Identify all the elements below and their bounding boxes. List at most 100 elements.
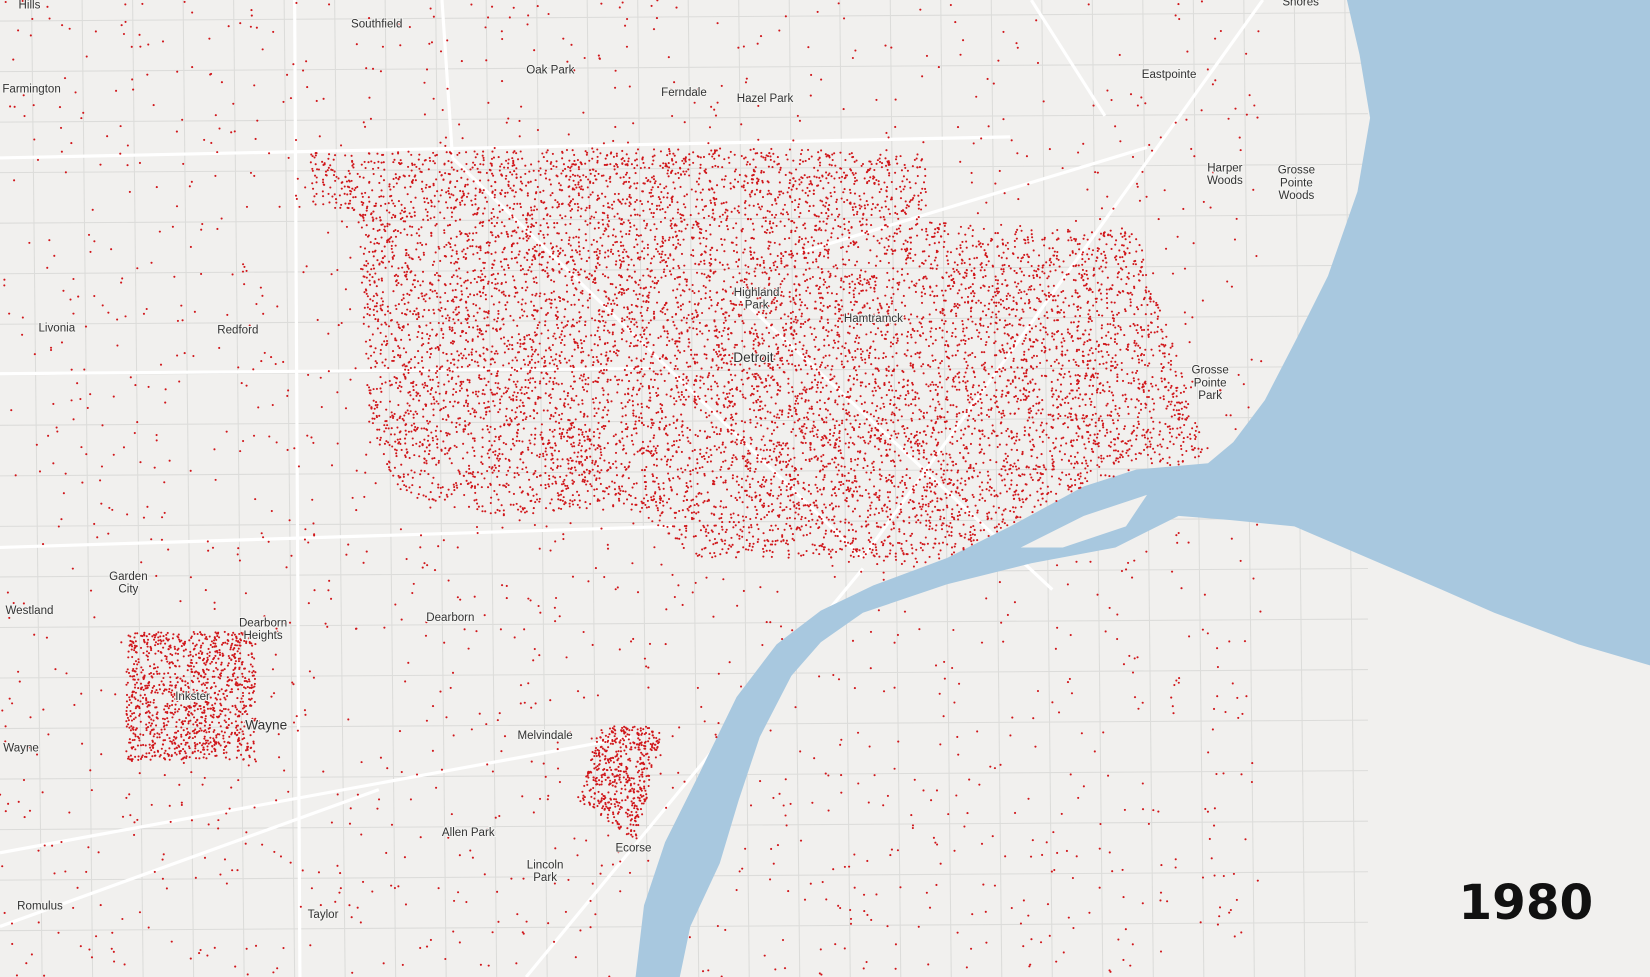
dot [726, 224, 729, 228]
dot [1152, 408, 1155, 411]
dot [1137, 378, 1140, 381]
dot [560, 382, 563, 385]
dot [993, 354, 996, 357]
dot [596, 248, 599, 251]
dot [652, 370, 655, 373]
dot [936, 417, 939, 420]
dot [1062, 376, 1065, 379]
dot [628, 221, 632, 225]
dot [436, 446, 439, 449]
dot [816, 429, 819, 432]
dot [635, 482, 638, 485]
dot [794, 348, 797, 351]
dot [716, 403, 719, 406]
dot [399, 488, 402, 491]
dot [546, 149, 549, 152]
dot [949, 521, 952, 525]
dot [627, 157, 630, 160]
dot [575, 394, 578, 398]
dot [707, 374, 710, 377]
minor-road [0, 12, 1368, 22]
dot [880, 334, 884, 337]
dot [804, 227, 807, 230]
dot [1000, 474, 1003, 477]
dot [1140, 304, 1143, 307]
dot [1089, 378, 1092, 382]
dot [443, 217, 446, 220]
dot [894, 308, 897, 311]
dot [950, 490, 953, 493]
dot [652, 255, 656, 258]
dot [1018, 318, 1021, 321]
dot [405, 489, 408, 492]
dot [573, 202, 577, 206]
dot [1015, 449, 1019, 452]
dot [1007, 306, 1010, 309]
dot [545, 222, 549, 225]
dot [677, 171, 680, 174]
dot [802, 344, 805, 347]
dot [893, 430, 896, 433]
dot [772, 261, 775, 264]
dot [499, 435, 502, 438]
dot [926, 542, 929, 545]
dot [827, 215, 830, 218]
dot [743, 278, 746, 281]
dot [686, 223, 689, 226]
dot [619, 283, 622, 287]
dot [571, 472, 574, 475]
dot [916, 449, 919, 452]
dot [1125, 451, 1128, 454]
dot [1003, 351, 1006, 354]
dot [390, 333, 393, 336]
dot [575, 321, 579, 324]
dot [854, 172, 857, 175]
dot [923, 471, 927, 474]
dot [509, 187, 512, 190]
dot [914, 391, 917, 394]
dot [584, 501, 587, 504]
dot [568, 270, 571, 273]
dot [647, 296, 650, 299]
dot [502, 336, 505, 339]
dot [421, 332, 424, 335]
dot [1133, 339, 1136, 342]
dot [762, 259, 765, 262]
dot [974, 504, 977, 507]
dot [641, 319, 644, 322]
dot [794, 395, 797, 398]
dot [448, 433, 451, 436]
dot [573, 263, 576, 266]
dot [779, 283, 782, 286]
minor-road [233, 0, 245, 977]
dot [566, 300, 569, 303]
dot [450, 255, 453, 258]
dot [382, 179, 386, 182]
dot [705, 416, 708, 419]
dot [837, 308, 841, 311]
dot [511, 157, 514, 160]
dot [595, 477, 598, 480]
dot [419, 441, 422, 444]
dot [958, 304, 961, 307]
dot [1058, 483, 1061, 486]
dot [995, 525, 998, 528]
dot [1017, 291, 1020, 295]
dot [474, 319, 477, 322]
dot [538, 500, 541, 503]
dot [845, 275, 849, 278]
dot [919, 191, 922, 195]
dot [1128, 235, 1131, 238]
dot [587, 383, 590, 386]
dot [485, 413, 488, 416]
dot [903, 532, 906, 536]
dot [619, 176, 622, 179]
dot [721, 521, 724, 524]
dot [447, 415, 450, 418]
dot [553, 449, 556, 452]
dot [1139, 408, 1143, 411]
dot [670, 489, 673, 492]
dot [997, 254, 1001, 257]
dot [651, 194, 654, 198]
dot [1062, 260, 1065, 263]
